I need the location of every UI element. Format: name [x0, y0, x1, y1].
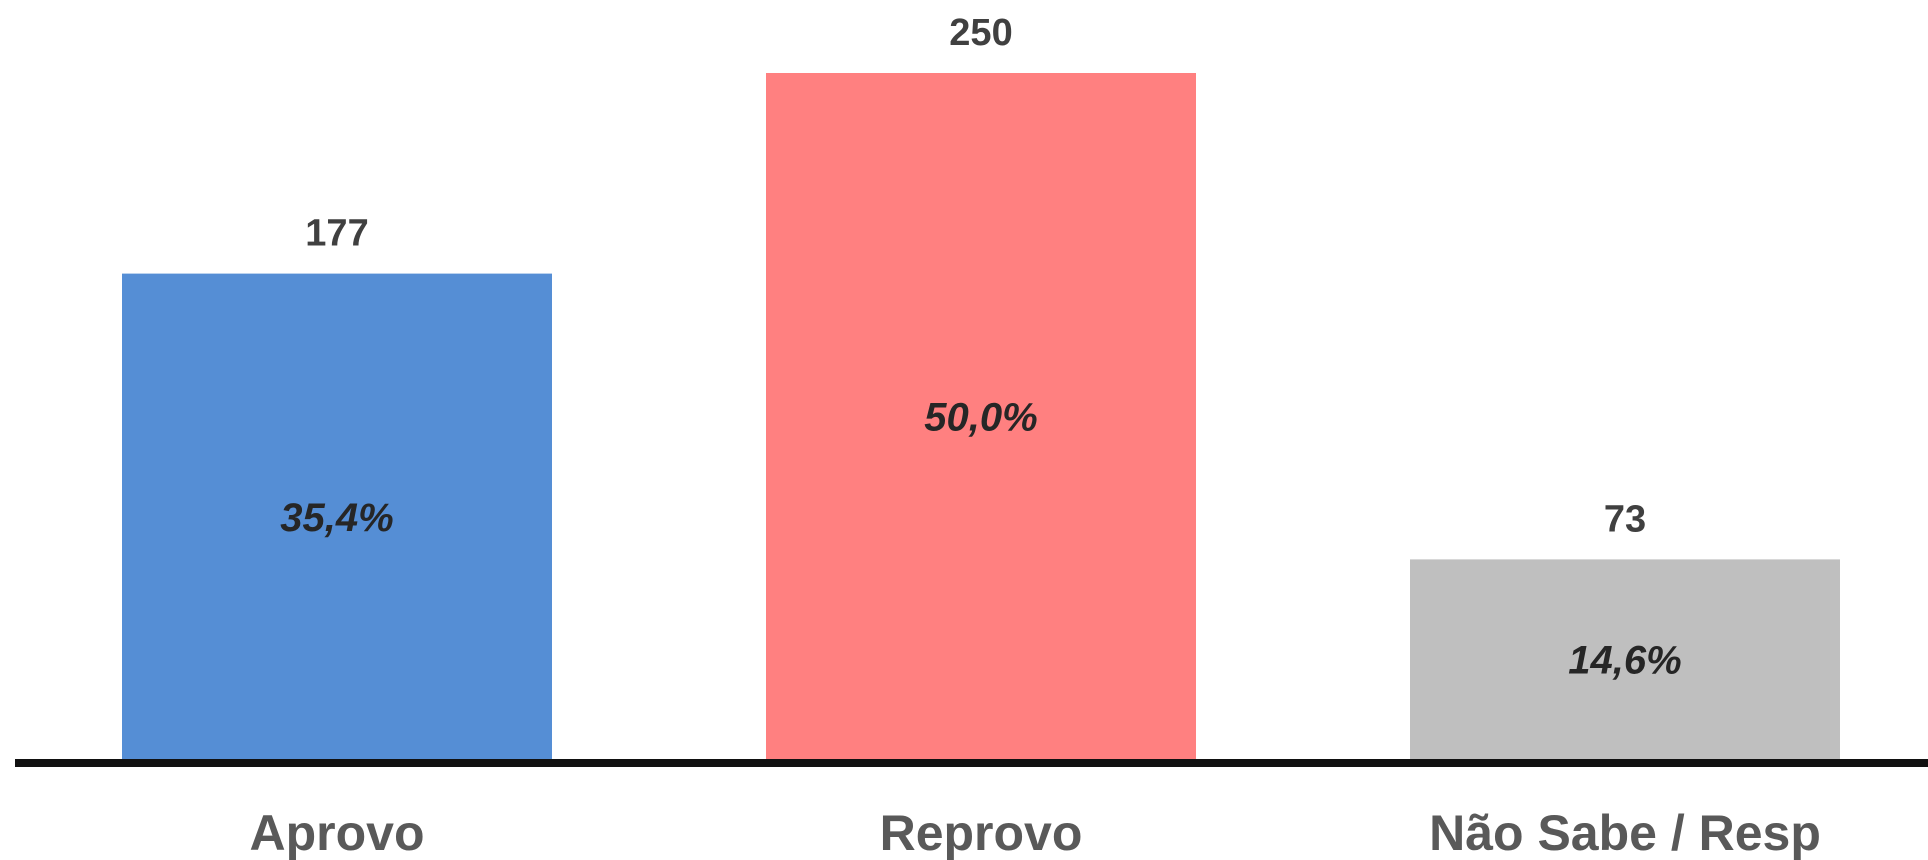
percent-label-1: 50,0%: [924, 396, 1037, 440]
category-label-1: Reprovo: [880, 805, 1083, 860]
category-label-2: Não Sabe / Resp: [1429, 805, 1821, 860]
value-label-0: 177: [305, 213, 368, 255]
bar-1: [766, 73, 1196, 760]
bars-group: 177 35,4% Aprovo 250 50,0% Reprovo 73 14,6% Não …: [122, 12, 1840, 860]
percent-label-2: 14,6%: [1568, 639, 1681, 683]
value-label-2: 73: [1604, 498, 1646, 540]
value-label-1: 250: [949, 12, 1012, 54]
bar-0: [122, 273, 552, 760]
percent-label-0: 35,4%: [280, 496, 393, 540]
bar-2: [1410, 559, 1840, 760]
category-label-0: Aprovo: [250, 805, 425, 860]
